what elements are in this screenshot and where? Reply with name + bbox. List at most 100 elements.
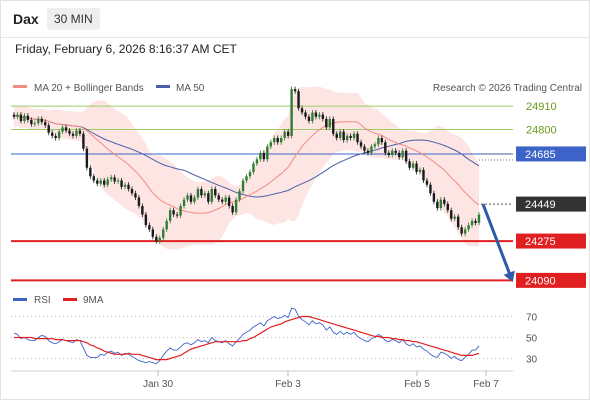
candle (262, 150, 266, 162)
candle-body (85, 148, 89, 168)
candle-body (120, 180, 123, 187)
candle-body (311, 112, 314, 121)
candle-body (436, 201, 439, 209)
candle (109, 174, 113, 182)
candle-body (47, 125, 50, 133)
candle-body (231, 206, 234, 213)
candle (162, 226, 165, 241)
candle-body (99, 180, 102, 184)
candle (318, 112, 321, 120)
candle (370, 143, 373, 156)
candle (436, 199, 439, 211)
candle-body (252, 163, 255, 172)
candle-body (113, 177, 116, 182)
ma50-legend-label: MA 50 (176, 83, 205, 94)
timeframe-button[interactable]: 30 MIN (47, 8, 100, 30)
candle-body (429, 184, 432, 194)
moving-averages (13, 115, 480, 214)
ma20-line (13, 115, 480, 214)
candle (134, 190, 137, 201)
candle (30, 117, 33, 127)
candle (144, 211, 148, 228)
candle-body (19, 114, 23, 121)
candle (477, 211, 481, 226)
x-tick-label: Feb 5 (404, 379, 430, 390)
candle (460, 224, 463, 237)
candle (113, 174, 116, 185)
candle-body (82, 133, 85, 149)
candle (418, 167, 422, 175)
candle (179, 203, 182, 219)
candle (68, 128, 71, 137)
candle-body (335, 133, 338, 138)
candle-body (377, 138, 380, 145)
candle-body (179, 206, 182, 216)
candle-body (401, 150, 404, 158)
header-bar: Dax 30 MIN (1, 1, 589, 38)
candle (127, 182, 130, 192)
candle (37, 116, 40, 126)
candle (158, 235, 161, 244)
candle (394, 148, 397, 156)
candle-body (116, 180, 120, 182)
candle-body (439, 199, 443, 209)
candle-body (470, 220, 474, 226)
candle (137, 194, 141, 209)
candle-body (12, 114, 16, 117)
candle-body (57, 131, 61, 138)
candle (221, 197, 224, 205)
candle (203, 190, 207, 198)
candle (54, 133, 57, 141)
candle (106, 176, 109, 188)
level-tag (516, 146, 586, 162)
candle-body (210, 189, 213, 202)
candle-body (363, 146, 366, 151)
candle (446, 201, 449, 213)
candle (227, 194, 231, 209)
candle-body (460, 227, 463, 234)
x-tick-label: Feb 7 (473, 379, 499, 390)
candle-body (71, 133, 75, 136)
candle-body (130, 189, 134, 194)
candle-body (446, 203, 449, 211)
candle (196, 186, 200, 201)
forecast-arrow-shaft (481, 203, 513, 278)
candle (151, 226, 155, 240)
candle (33, 120, 37, 127)
candle-body (54, 135, 57, 138)
candle (276, 135, 279, 145)
candle-body (391, 150, 394, 155)
candle (470, 218, 474, 228)
candle-body (234, 199, 238, 213)
candle (321, 112, 325, 122)
candle (214, 186, 217, 198)
candle-body (269, 142, 272, 147)
candle (297, 88, 300, 111)
candle (328, 116, 331, 130)
candle (103, 177, 106, 188)
candle (19, 112, 23, 124)
candle (325, 116, 328, 130)
candle-body (273, 138, 276, 143)
candle (92, 173, 96, 184)
candle (168, 207, 172, 224)
candle-body (314, 112, 318, 117)
candle-body (432, 193, 436, 202)
candles (12, 86, 481, 244)
candle-body (286, 131, 290, 136)
candle-body (373, 144, 377, 147)
candle (356, 131, 359, 145)
candle-body (207, 193, 210, 202)
candle-body (40, 118, 43, 123)
x-axis: Jan 30 Feb 3 Feb 5 Feb 7 (143, 371, 499, 390)
candle (429, 182, 432, 196)
candle-body (387, 152, 390, 155)
candle (456, 214, 460, 230)
candle (463, 226, 467, 237)
candle (255, 156, 259, 167)
candle (26, 113, 30, 123)
candle (245, 173, 248, 184)
candle (99, 177, 102, 187)
candle (349, 133, 352, 141)
